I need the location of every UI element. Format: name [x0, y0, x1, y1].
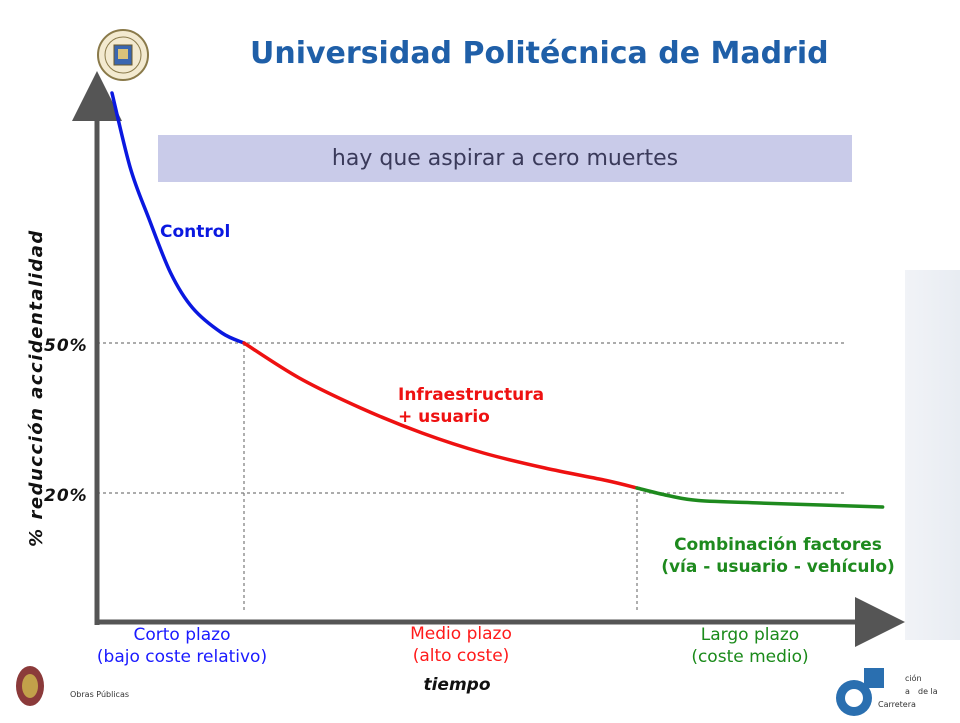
series-label-1-line-1: + usuario	[398, 407, 490, 427]
decorative-shade	[905, 270, 960, 640]
x-phase-label-1-line-0: Medio plazo	[410, 624, 512, 644]
x-phase-label-2-line-1: (coste medio)	[691, 647, 808, 667]
y-tick-label-1: 20%	[44, 486, 88, 506]
carretera-logo-line-4: Carretera	[878, 700, 916, 709]
series-label-2-line-1: (vía - usuario - vehículo)	[661, 557, 895, 577]
obras-publicas-logo	[8, 662, 168, 710]
carretera-logo-line-1: ción	[905, 674, 922, 683]
x-axis-label: tiempo	[423, 675, 490, 695]
obras-publicas-text: Obras Públicas	[70, 690, 130, 699]
slide-title: Universidad Politécnica de Madrid	[250, 36, 829, 71]
x-phase-label-0-line-0: Corto plazo	[134, 625, 231, 645]
carretera-logo-line-3: de la	[918, 687, 938, 696]
carretera-logo-line-2: a	[905, 687, 910, 696]
series-line-2	[635, 486, 885, 509]
series-label-1-line-0: Infraestructura	[398, 385, 544, 405]
x-phase-label-1-line-1: (alto coste)	[413, 646, 510, 666]
series-label-2-line-0: Combinación factores	[674, 535, 882, 555]
upm-crest-logo	[92, 28, 154, 82]
banner-message: hay que aspirar a cero muertes	[158, 135, 852, 182]
series-line-1	[242, 341, 639, 490]
y-axis-label: % reducción accidentalidad	[26, 229, 47, 547]
y-tick-label-0: 50%	[44, 336, 88, 356]
x-phase-label-0-line-1: (bajo coste relativo)	[97, 647, 267, 667]
series-label-0-line-0: Control	[160, 222, 230, 242]
x-phase-label-2-line-0: Largo plazo	[701, 625, 799, 645]
series-line-0	[110, 91, 246, 345]
carretera-association-logo	[826, 660, 956, 718]
